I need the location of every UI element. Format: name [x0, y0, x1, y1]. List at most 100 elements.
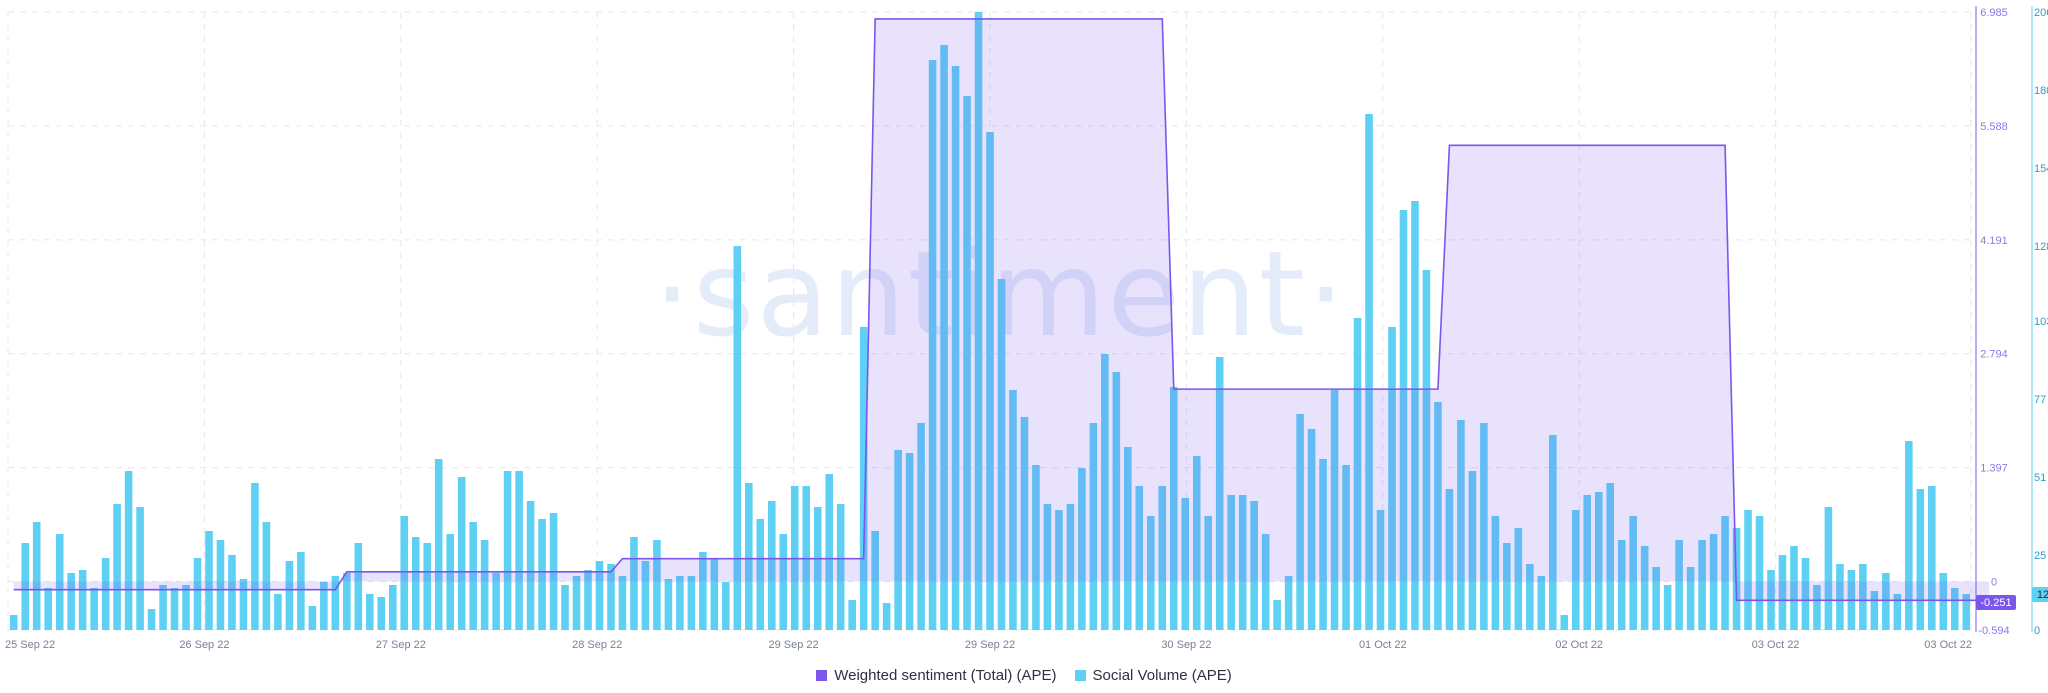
weighted-sentiment-area	[13, 18, 1990, 602]
social-volume-bar	[1491, 516, 1500, 630]
social-volume-bar	[262, 522, 271, 630]
social-volume-bar	[917, 423, 925, 630]
social-volume-bar	[193, 558, 202, 630]
social-volume-bar	[859, 327, 868, 630]
social-volume-bar	[101, 558, 110, 630]
social-volume-bar	[285, 561, 294, 630]
social-volume-bar	[343, 573, 351, 630]
social-volume-bar	[1813, 585, 1821, 630]
social-volume-bar	[366, 594, 374, 630]
x-tick-label: 02 Oct 22	[1555, 639, 1603, 651]
social-volume-bar	[1640, 546, 1649, 630]
x-tick-label: 29 Sep 22	[769, 639, 819, 651]
social-volume-bar	[1709, 534, 1718, 630]
social-volume-bar	[216, 540, 225, 630]
sentiment-tick-label: 4.191	[1980, 235, 2008, 247]
social-volume-bar	[113, 504, 121, 630]
social-volume-bar	[1147, 516, 1155, 630]
legend-swatch-social-volume	[1074, 669, 1086, 681]
social-volume-bar	[354, 543, 363, 630]
social-volume-bar	[1583, 495, 1592, 630]
legend-item-social-volume[interactable]: Social Volume (APE)	[1074, 667, 1232, 684]
sentiment-tick-label: 2.794	[1980, 349, 2008, 361]
sentiment-tick-label: 6.985	[1980, 7, 2008, 19]
social-volume-bar	[503, 471, 512, 630]
social-volume-bar	[274, 594, 282, 630]
x-tick-label: 30 Sep 22	[1161, 639, 1211, 651]
social-volume-bar	[21, 543, 30, 630]
social-volume-bar	[1916, 489, 1925, 630]
social-volume-bar	[1009, 390, 1017, 630]
social-volume-bar	[90, 588, 98, 630]
social-volume-bar	[1537, 576, 1546, 630]
social-volume-bar	[779, 534, 788, 630]
social-volume-bar	[1652, 567, 1660, 630]
social-volume-bar	[1399, 210, 1408, 630]
social-volume-bar	[1192, 456, 1201, 630]
social-volume-bar	[32, 522, 41, 630]
sentiment-tick-label: 0	[1991, 577, 1997, 589]
volume-tick-label: 77	[2034, 394, 2046, 406]
social-volume-bar	[1939, 573, 1948, 630]
social-volume-bar	[1560, 615, 1569, 630]
social-volume-bar	[331, 576, 340, 630]
social-volume-bar	[664, 579, 673, 630]
social-volume-bar	[963, 96, 971, 630]
social-volume-bar	[1526, 564, 1534, 630]
social-volume-bar	[1124, 447, 1132, 630]
social-volume-bar	[1503, 543, 1511, 630]
x-tick-label: 29 Sep 22	[965, 639, 1015, 651]
social-volume-bar	[630, 537, 638, 630]
social-volume-bar	[1388, 327, 1396, 630]
sentiment-tick-label: -0.594	[1978, 625, 2009, 637]
sentiment-tick-label: 1.397	[1980, 463, 2008, 475]
social-volume-bar	[205, 531, 213, 630]
social-volume-bar	[480, 540, 489, 630]
social-volume-bar	[434, 459, 443, 630]
volume-tick-label: 128	[2034, 241, 2048, 253]
social-volume-bar	[1962, 594, 1971, 630]
social-volume-bar	[170, 588, 179, 630]
sentiment-current-badge	[1976, 595, 2016, 611]
social-volume-bar	[411, 537, 420, 630]
social-volume-bar	[1422, 270, 1431, 630]
volume-tick-label: 51	[2034, 472, 2046, 484]
social-volume-bar	[1801, 558, 1810, 630]
social-volume-bar	[882, 603, 891, 630]
social-volume-bar	[1698, 540, 1706, 630]
social-volume-bar	[1089, 423, 1098, 630]
social-volume-bar	[871, 531, 879, 630]
social-volume-bar	[928, 60, 937, 630]
social-volume-bar	[1548, 435, 1557, 630]
social-volume-bar	[457, 477, 466, 630]
x-tick-label: 25 Sep 22	[5, 639, 55, 651]
social-volume-bar	[1675, 540, 1683, 630]
social-volume-bar	[1893, 594, 1902, 630]
volume-tick-label: 206	[2034, 7, 2048, 19]
social-volume-bar	[228, 555, 236, 630]
social-volume-bar	[159, 585, 167, 630]
social-volume-bar	[951, 66, 960, 630]
legend-item-weighted-sentiment[interactable]: Weighted sentiment (Total) (APE)	[816, 667, 1057, 684]
legend-swatch-weighted-sentiment	[816, 669, 828, 681]
social-volume-bar	[67, 573, 75, 630]
weighted-sentiment-line	[13, 18, 1990, 602]
x-tick-label: 01 Oct 22	[1359, 639, 1407, 651]
social-volume-bar	[1215, 357, 1224, 630]
social-volume-bar	[446, 534, 454, 630]
social-volume-bar	[1859, 564, 1867, 630]
social-volume-bar	[1342, 465, 1350, 630]
social-volume-bar	[55, 534, 64, 630]
social-volume-bar	[388, 585, 397, 630]
social-volume-bar	[1744, 510, 1752, 630]
social-volume-bar	[607, 564, 615, 630]
social-volume-bar	[320, 582, 328, 630]
social-volume-bar	[1790, 546, 1798, 630]
volume-current-badge	[2032, 587, 2048, 602]
social-volume-bar	[239, 579, 248, 630]
social-volume-bars	[9, 12, 1971, 630]
social-volume-bar	[423, 543, 432, 630]
social-volume-bar	[641, 561, 650, 630]
social-volume-bar	[825, 474, 833, 630]
social-volume-bar	[1020, 417, 1029, 630]
